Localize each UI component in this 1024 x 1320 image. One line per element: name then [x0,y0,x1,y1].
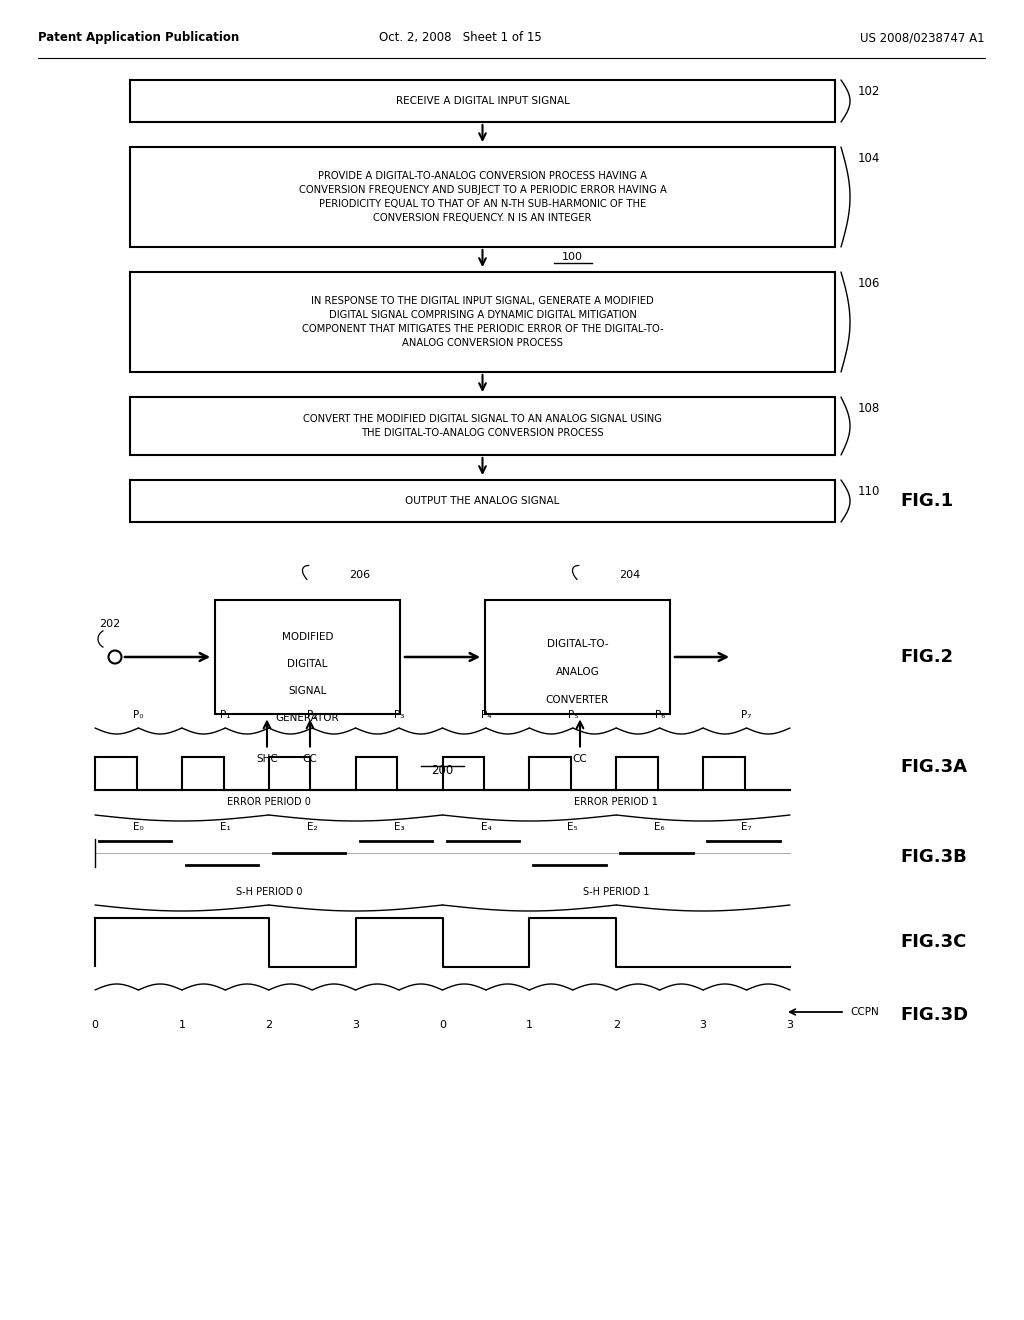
Text: P₂: P₂ [307,710,317,719]
Text: 2: 2 [612,1020,620,1030]
Text: P₇: P₇ [741,710,752,719]
Text: 104: 104 [858,152,881,165]
Text: E₅: E₅ [567,822,579,832]
Text: 202: 202 [99,619,121,630]
Text: 0: 0 [439,1020,446,1030]
Text: E₀: E₀ [133,822,143,832]
Text: 3: 3 [699,1020,707,1030]
Text: E₄: E₄ [480,822,492,832]
Text: CONVERTER: CONVERTER [546,696,609,705]
Bar [485,599,670,714]
Text: P₄: P₄ [480,710,492,719]
Text: 100: 100 [562,252,583,261]
Text: MODIFIED: MODIFIED [282,632,333,642]
Text: ANALOG: ANALOG [556,667,599,677]
Text: 2: 2 [265,1020,272,1030]
Text: 204: 204 [620,569,641,579]
Text: P₃: P₃ [394,710,404,719]
Text: FIG.2: FIG.2 [900,648,953,667]
Text: 206: 206 [349,569,371,579]
Text: FIG.3C: FIG.3C [900,933,967,950]
Text: 3: 3 [786,1020,794,1030]
Text: CCPN: CCPN [850,1007,879,1016]
Text: FIG.3A: FIG.3A [900,758,967,776]
Text: GENERATOR: GENERATOR [275,713,339,723]
Text: FIG.3B: FIG.3B [900,847,967,866]
Bar [130,480,835,521]
Text: DIGITAL-TO-: DIGITAL-TO- [547,639,608,649]
Text: E₃: E₃ [394,822,404,832]
Text: P₁: P₁ [220,710,230,719]
Text: DIGITAL: DIGITAL [288,659,328,669]
Text: CC: CC [303,755,317,764]
Text: RECEIVE A DIGITAL INPUT SIGNAL: RECEIVE A DIGITAL INPUT SIGNAL [395,96,569,106]
Text: 106: 106 [858,277,881,290]
Text: P₆: P₆ [654,710,665,719]
Text: 1: 1 [526,1020,532,1030]
Bar [215,599,400,714]
Bar [130,272,835,372]
Text: 200: 200 [431,764,454,777]
Text: CONVERT THE MODIFIED DIGITAL SIGNAL TO AN ANALOG SIGNAL USING
THE DIGITAL-TO-ANA: CONVERT THE MODIFIED DIGITAL SIGNAL TO A… [303,414,662,438]
Text: Patent Application Publication: Patent Application Publication [38,32,240,45]
Text: 108: 108 [858,403,881,414]
Text: S-H PERIOD 1: S-H PERIOD 1 [583,887,649,898]
Text: S-H PERIOD 0: S-H PERIOD 0 [236,887,302,898]
Text: E₂: E₂ [307,822,317,832]
Text: PROVIDE A DIGITAL-TO-ANALOG CONVERSION PROCESS HAVING A
CONVERSION FREQUENCY AND: PROVIDE A DIGITAL-TO-ANALOG CONVERSION P… [299,172,667,223]
Text: 102: 102 [858,84,881,98]
Text: IN RESPONSE TO THE DIGITAL INPUT SIGNAL, GENERATE A MODIFIED
DIGITAL SIGNAL COMP: IN RESPONSE TO THE DIGITAL INPUT SIGNAL,… [302,296,664,348]
Text: FIG.1: FIG.1 [900,492,953,510]
Text: ERROR PERIOD 0: ERROR PERIOD 0 [226,797,310,807]
Bar [130,147,835,247]
Text: P₀: P₀ [133,710,143,719]
Text: 1: 1 [178,1020,185,1030]
Text: 110: 110 [858,484,881,498]
Text: SHC: SHC [256,755,278,764]
Bar [130,81,835,121]
Text: US 2008/0238747 A1: US 2008/0238747 A1 [860,32,985,45]
Text: OUTPUT THE ANALOG SIGNAL: OUTPUT THE ANALOG SIGNAL [406,496,560,506]
Text: E₆: E₆ [654,822,665,832]
Text: E₇: E₇ [741,822,752,832]
Text: Oct. 2, 2008   Sheet 1 of 15: Oct. 2, 2008 Sheet 1 of 15 [379,32,542,45]
Text: CC: CC [572,755,588,764]
Text: FIG.3D: FIG.3D [900,1006,968,1024]
Text: 0: 0 [91,1020,98,1030]
Text: 3: 3 [352,1020,359,1030]
Text: ERROR PERIOD 1: ERROR PERIOD 1 [574,797,658,807]
Text: P₅: P₅ [567,710,578,719]
Bar [130,397,835,455]
Text: E₁: E₁ [220,822,230,832]
Text: SIGNAL: SIGNAL [289,686,327,696]
